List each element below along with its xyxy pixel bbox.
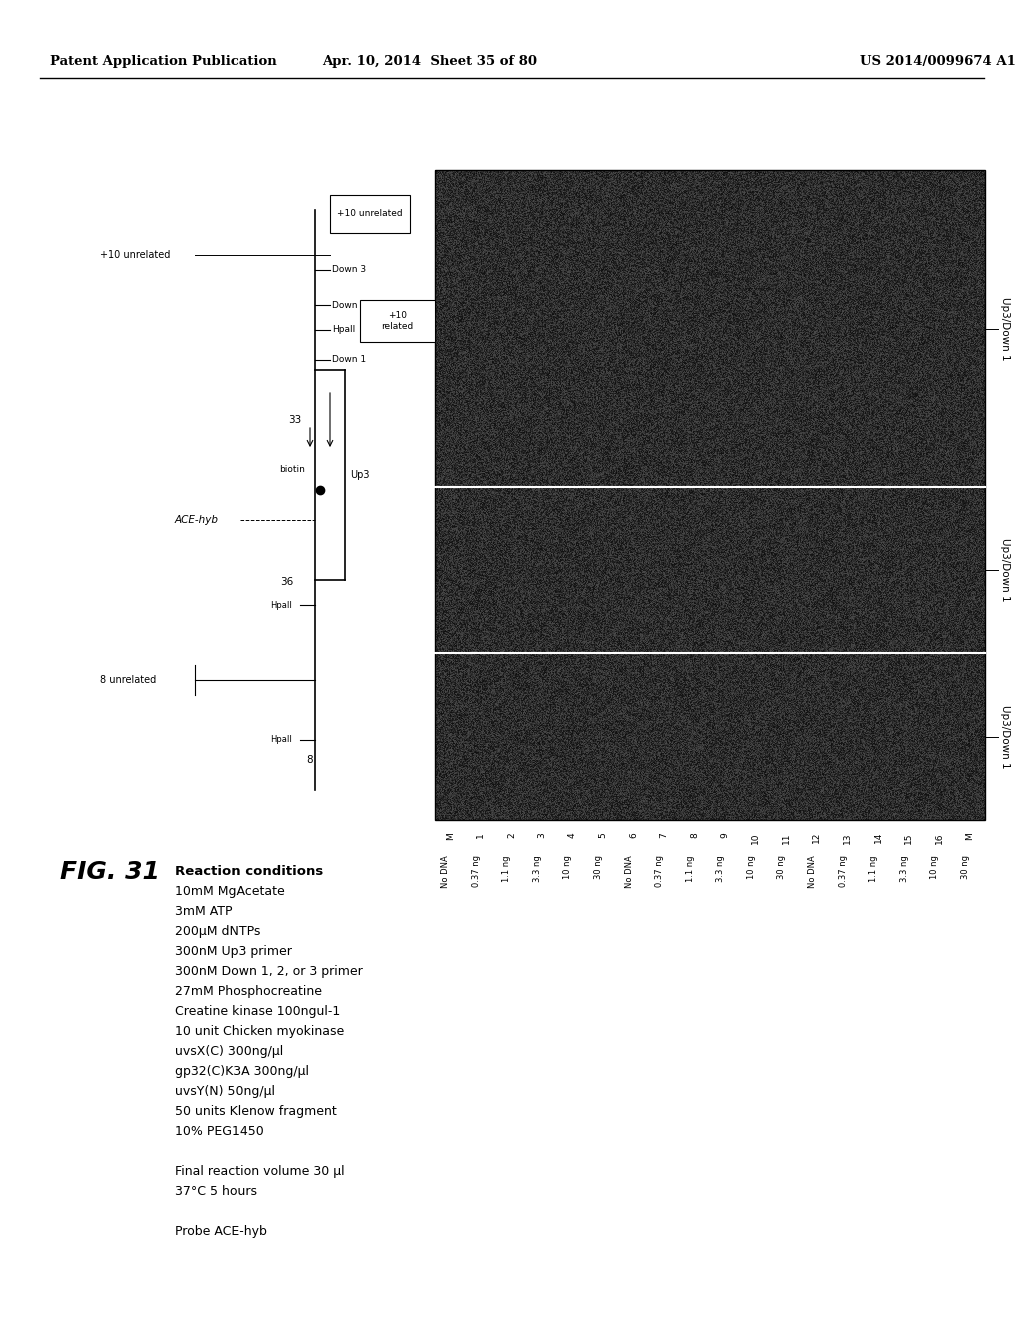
Text: Patent Application Publication: Patent Application Publication <box>50 55 276 69</box>
Text: 300nM Down 1, 2, or 3 primer: 300nM Down 1, 2, or 3 primer <box>175 965 362 978</box>
Text: 10mM MgAcetate: 10mM MgAcetate <box>175 884 285 898</box>
Text: +10 unrelated: +10 unrelated <box>337 210 402 219</box>
Text: 16: 16 <box>935 832 944 843</box>
Text: FIG. 31: FIG. 31 <box>60 861 160 884</box>
Text: No DNA: No DNA <box>625 855 634 888</box>
Text: 10 ng: 10 ng <box>563 855 572 879</box>
Text: 3.3 ng: 3.3 ng <box>716 855 725 882</box>
Text: 12: 12 <box>812 832 821 843</box>
Text: Up3/Down 1: Up3/Down 1 <box>1000 539 1010 602</box>
Text: Down 1: Down 1 <box>332 301 367 309</box>
Text: 4: 4 <box>568 832 577 838</box>
Text: 8: 8 <box>690 832 699 838</box>
Bar <box>330 195 410 234</box>
Text: M: M <box>966 832 974 840</box>
Text: 1.1 ng: 1.1 ng <box>869 855 878 882</box>
Text: 33: 33 <box>289 414 302 425</box>
Text: No DNA: No DNA <box>441 855 451 888</box>
Text: 50 units Klenow fragment: 50 units Klenow fragment <box>175 1105 337 1118</box>
Text: 8: 8 <box>306 755 313 766</box>
Text: No DNA: No DNA <box>808 855 817 888</box>
Text: +10 unrelated: +10 unrelated <box>100 249 170 260</box>
Text: biotin: biotin <box>280 466 305 474</box>
Text: uvsY(N) 50ng/μl: uvsY(N) 50ng/μl <box>175 1085 275 1098</box>
Text: Apr. 10, 2014  Sheet 35 of 80: Apr. 10, 2014 Sheet 35 of 80 <box>323 55 538 69</box>
Text: 10 ng: 10 ng <box>746 855 756 879</box>
Text: Up3/Down 1: Up3/Down 1 <box>1000 297 1010 360</box>
Text: Up3: Up3 <box>350 470 370 480</box>
Text: 1.1 ng: 1.1 ng <box>686 855 694 882</box>
Text: 300nM Up3 primer: 300nM Up3 primer <box>175 945 292 958</box>
Text: 14: 14 <box>873 832 883 843</box>
Text: 15: 15 <box>904 832 913 843</box>
Text: HpaII: HpaII <box>270 601 292 610</box>
Text: 36: 36 <box>281 577 294 587</box>
Text: US 2014/0099674 A1: US 2014/0099674 A1 <box>860 55 1016 69</box>
Bar <box>360 300 435 342</box>
Text: 30 ng: 30 ng <box>777 855 786 879</box>
Text: 0.37 ng: 0.37 ng <box>839 855 848 887</box>
Text: ACE-hyb: ACE-hyb <box>175 515 219 525</box>
Text: 30 ng: 30 ng <box>594 855 603 879</box>
Text: uvsX(C) 300ng/μl: uvsX(C) 300ng/μl <box>175 1045 284 1059</box>
Text: 10 unit Chicken myokinase: 10 unit Chicken myokinase <box>175 1026 344 1038</box>
Text: 37°C 5 hours: 37°C 5 hours <box>175 1185 257 1199</box>
Text: Probe ACE-hyb: Probe ACE-hyb <box>175 1225 267 1238</box>
Text: 0.37 ng: 0.37 ng <box>655 855 665 887</box>
Text: 3.3 ng: 3.3 ng <box>532 855 542 882</box>
Text: Down 1: Down 1 <box>332 355 367 364</box>
Text: 10 ng: 10 ng <box>930 855 939 879</box>
Text: Final reaction volume 30 μl: Final reaction volume 30 μl <box>175 1166 345 1177</box>
Text: 0.37 ng: 0.37 ng <box>472 855 481 887</box>
Text: HpaII: HpaII <box>270 735 292 744</box>
Text: Reaction conditions: Reaction conditions <box>175 865 324 878</box>
Text: 200μM dNTPs: 200μM dNTPs <box>175 925 260 939</box>
Text: 3.3 ng: 3.3 ng <box>900 855 908 882</box>
Text: 3mM ATP: 3mM ATP <box>175 906 232 917</box>
Text: 9: 9 <box>721 832 730 838</box>
Text: 5: 5 <box>599 832 607 838</box>
Text: Creatine kinase 100ngul-1: Creatine kinase 100ngul-1 <box>175 1005 340 1018</box>
Text: Up3/Down 1: Up3/Down 1 <box>1000 705 1010 768</box>
Text: 30 ng: 30 ng <box>961 855 970 879</box>
Text: 13: 13 <box>843 832 852 843</box>
Text: +10
related: +10 related <box>381 312 414 331</box>
Text: Down 3: Down 3 <box>332 265 367 275</box>
Text: 7: 7 <box>659 832 669 838</box>
Text: 1.1 ng: 1.1 ng <box>503 855 511 882</box>
Text: 11: 11 <box>782 832 791 843</box>
Text: 2: 2 <box>507 832 516 838</box>
Text: 10% PEG1450: 10% PEG1450 <box>175 1125 264 1138</box>
Text: 10: 10 <box>752 832 761 843</box>
Text: HpaII: HpaII <box>332 326 355 334</box>
Bar <box>435 170 985 820</box>
Text: 27mM Phosphocreatine: 27mM Phosphocreatine <box>175 985 322 998</box>
Text: gp32(C)K3A 300ng/μl: gp32(C)K3A 300ng/μl <box>175 1065 309 1078</box>
Text: 6: 6 <box>629 832 638 838</box>
Text: 8 unrelated: 8 unrelated <box>100 675 157 685</box>
Text: 3: 3 <box>538 832 547 838</box>
Text: M: M <box>445 832 455 840</box>
Text: 1: 1 <box>476 832 485 838</box>
